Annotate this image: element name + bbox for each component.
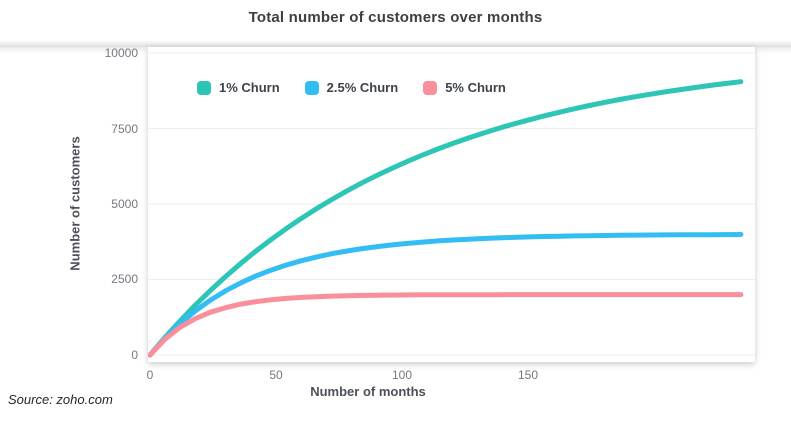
y-tick-label-5000: 5000 bbox=[111, 197, 138, 211]
legend-label: 5% Churn bbox=[445, 80, 506, 95]
y-tick-label-2500: 2500 bbox=[111, 272, 138, 286]
x-tick-label-100: 100 bbox=[391, 368, 413, 382]
legend-swatch-2-5pct-churn bbox=[304, 80, 319, 95]
x-axis-title: Number of months bbox=[310, 384, 426, 399]
header-divider-shadow bbox=[0, 40, 791, 47]
x-tick-label-150: 150 bbox=[517, 368, 539, 382]
legend-item-5pct-churn: 5% Churn bbox=[423, 80, 506, 95]
x-tick-label-50: 50 bbox=[269, 368, 283, 382]
y-tick-label-10000: 10000 bbox=[104, 46, 138, 60]
line-series-2-5-churn bbox=[148, 232, 744, 358]
legend: 1% Churn 2.5% Churn 5% Churn bbox=[197, 80, 506, 95]
chart-title: Total number of customers over months bbox=[248, 9, 543, 26]
y-tick-label-7500: 7500 bbox=[111, 122, 138, 136]
plot-card: 1% Churn 2.5% Churn 5% Churn bbox=[148, 47, 755, 362]
legend-swatch-1pct-churn bbox=[197, 80, 211, 95]
legend-label: 2.5% Churn bbox=[326, 80, 399, 95]
line-series-1-churn bbox=[148, 79, 744, 358]
x-tick-label-0: 0 bbox=[146, 368, 154, 382]
legend-item-2-5pct-churn: 2.5% Churn bbox=[304, 80, 399, 95]
legend-item-1pct-churn: 1% Churn bbox=[197, 80, 280, 95]
line-series-5-churn bbox=[148, 292, 744, 358]
y-tick-label-0: 0 bbox=[131, 348, 138, 362]
chart-canvas bbox=[148, 52, 755, 358]
source-caption: Source: zoho.com bbox=[8, 392, 113, 407]
legend-swatch-5pct-churn bbox=[423, 80, 438, 95]
legend-label: 1% Churn bbox=[219, 80, 280, 95]
